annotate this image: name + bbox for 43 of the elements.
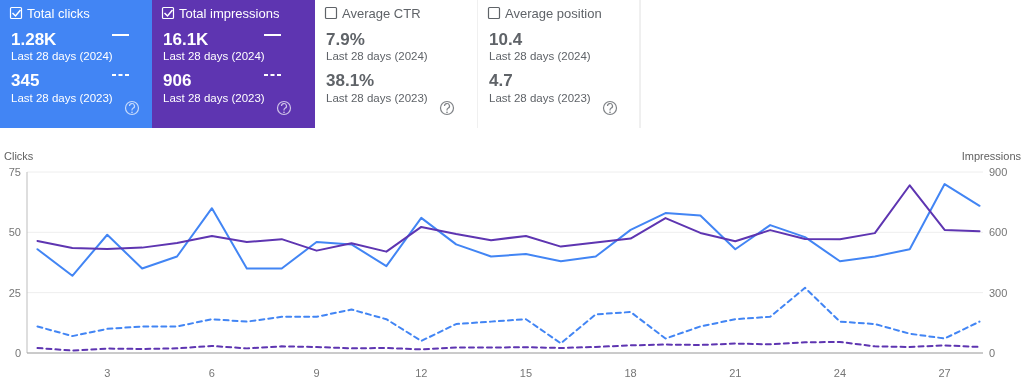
text: Average position: [505, 5, 602, 21]
y-axis-title: Clicks: [4, 150, 34, 162]
text: Last 28 days (2024): [163, 50, 265, 62]
line-series: [36, 340, 981, 352]
text: Total clicks: [27, 5, 91, 21]
x-tick-label: 6: [208, 367, 215, 379]
text: 7.9%: [326, 30, 365, 49]
text: 16.1K: [163, 30, 210, 49]
y2-axis-title: Impressions: [961, 150, 1022, 162]
text: Last 28 days (2024): [11, 50, 113, 62]
text: 906: [163, 71, 192, 90]
y-tick-label: 25: [8, 286, 21, 299]
x-tick-label: 27: [938, 367, 951, 379]
text: 1.28K: [11, 30, 58, 49]
text: Last 28 days (2023): [11, 92, 113, 104]
line-series: [36, 184, 981, 253]
line-series: [36, 183, 981, 277]
text: Last 28 days (2024): [489, 50, 591, 62]
x-tick-label: 15: [519, 367, 533, 379]
text: Last 28 days (2023): [489, 92, 591, 104]
text: 345: [11, 71, 40, 90]
x-tick-label: 9: [313, 367, 320, 379]
x-tick-label: 24: [833, 367, 847, 379]
y-tick-label: 50: [8, 226, 21, 239]
y2-tick-label: 0: [989, 347, 996, 359]
x-tick-label: 12: [415, 367, 428, 379]
x-tick-label: 3: [104, 367, 111, 379]
text: 4.7: [489, 71, 513, 90]
y2-tick-label: 300: [989, 286, 1008, 299]
x-tick-label: 18: [624, 367, 637, 379]
text: Total impressions: [179, 5, 280, 21]
line-series: [36, 286, 981, 345]
y2-tick-label: 600: [989, 226, 1008, 239]
text: Last 28 days (2023): [163, 92, 265, 104]
text: Last 28 days (2024): [326, 50, 428, 62]
y-tick-label: 75: [8, 166, 21, 178]
text: 10.4: [489, 30, 523, 49]
y2-tick-label: 900: [989, 166, 1008, 178]
x-tick-label: 21: [729, 367, 742, 379]
text: Last 28 days (2023): [326, 92, 428, 104]
text: Average CTR: [342, 5, 421, 21]
y-tick-label: 0: [14, 347, 21, 359]
text: 38.1%: [326, 71, 375, 90]
